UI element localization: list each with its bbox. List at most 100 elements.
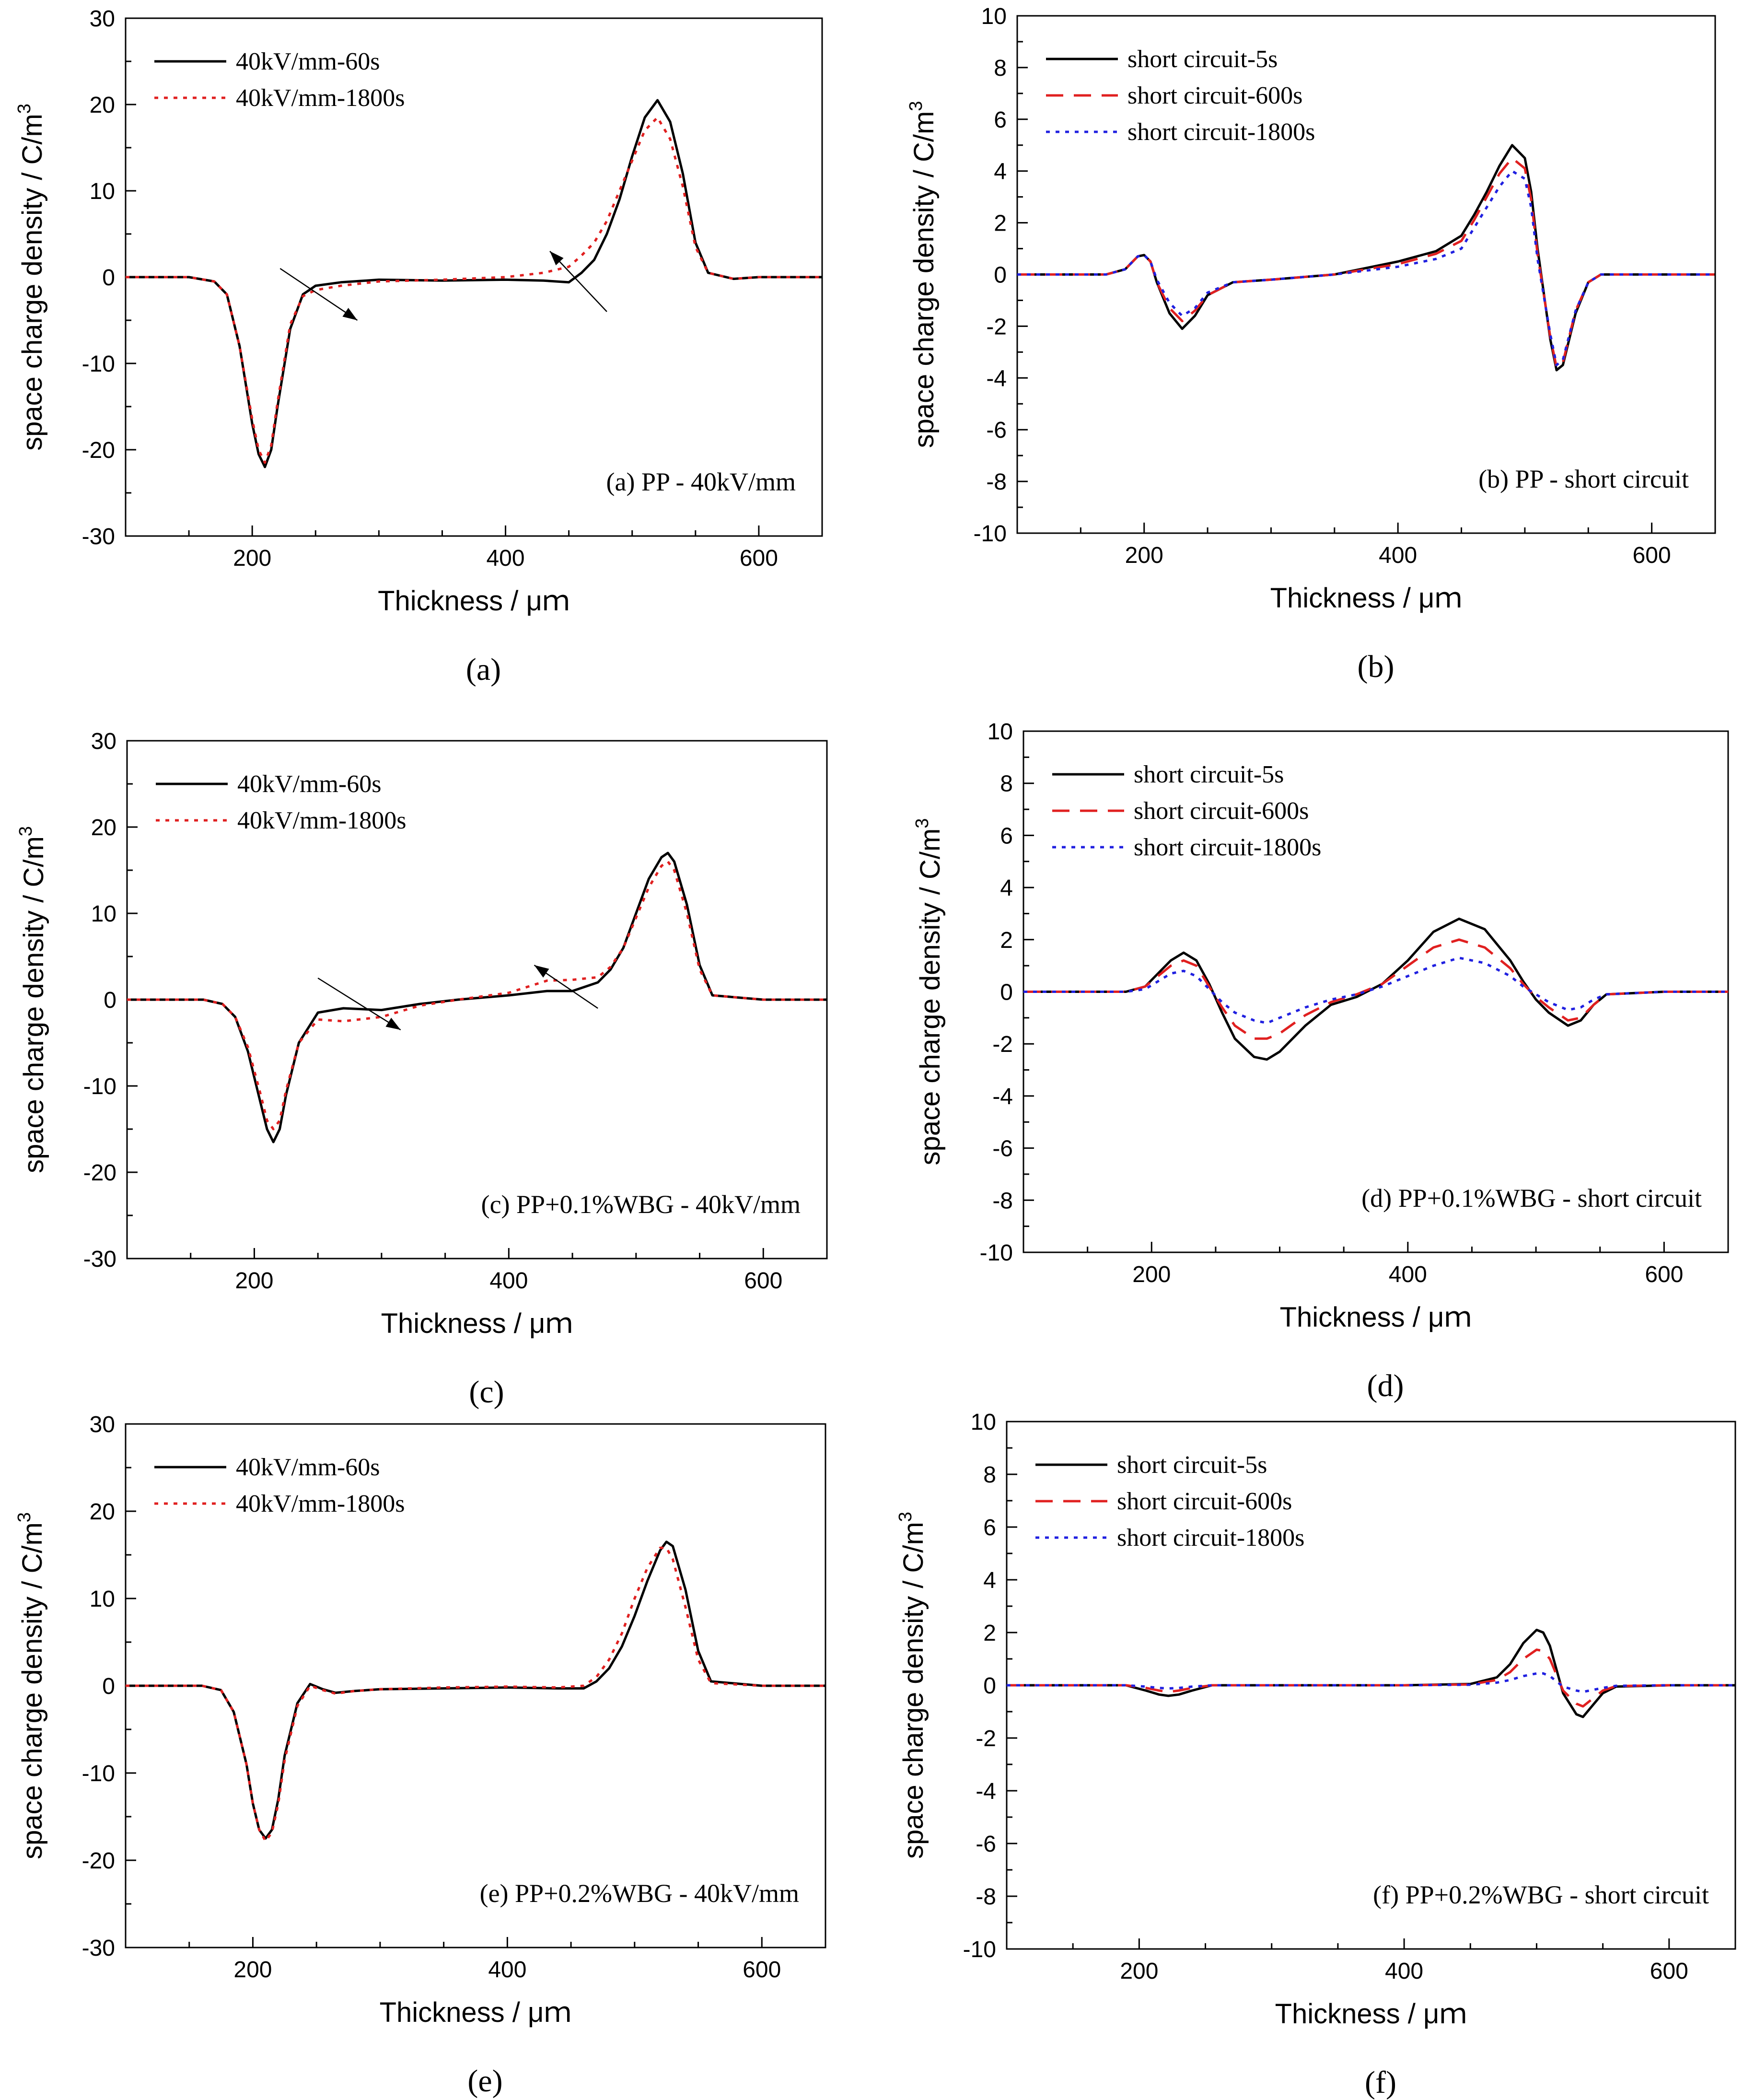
y-tick-label: 6 bbox=[1000, 823, 1013, 849]
plot-frame bbox=[125, 17, 823, 537]
legend-entry: 40kV/mm-1800s bbox=[236, 84, 405, 112]
y-axis-label: space charge density / C/m3 bbox=[16, 826, 49, 1173]
series-line-1 bbox=[126, 1540, 825, 1840]
x-tick-label: 600 bbox=[743, 1957, 781, 1983]
y-tick-label: -8 bbox=[976, 1884, 996, 1910]
x-tick-label: 200 bbox=[1125, 543, 1163, 568]
y-tick-label: -8 bbox=[992, 1188, 1013, 1213]
x-tick-label: 600 bbox=[1645, 1262, 1683, 1287]
chart-panel-d: 200 400 600 -10 -8 -6 -4 -2 0 2 4 6 8 10 Thickness / μ… bbox=[912, 719, 1729, 1403]
chart-panel-c: 200 400 600 -30 -20 -10 0 10 20 30 Thickness / μｍ s… bbox=[16, 729, 828, 1410]
series-line-3 bbox=[1023, 957, 1728, 1025]
y-tick-label: -4 bbox=[986, 366, 1007, 391]
chart-panel-a: 200 400 600 -30 -20 -10 0 10 20 30 Thickness / μｍ s… bbox=[14, 6, 823, 687]
x-tick-label: 400 bbox=[1385, 1959, 1423, 1984]
y-tick-label: 0 bbox=[104, 988, 116, 1013]
y-tick-label: 30 bbox=[90, 1412, 115, 1437]
plot-frame bbox=[126, 740, 828, 1260]
legend: 40kV/mm-60s 40kV/mm-1800s bbox=[156, 770, 406, 834]
legend-entry: short circuit-600s bbox=[1127, 82, 1302, 109]
y-tick-label: 8 bbox=[994, 56, 1007, 81]
series-line-3 bbox=[1017, 170, 1715, 366]
y-tick-label: 8 bbox=[983, 1462, 996, 1488]
legend-entry: short circuit-1800s bbox=[1117, 1524, 1304, 1552]
y-axis-label-text: space charge density / C/m bbox=[908, 111, 940, 448]
y-tick-label: -6 bbox=[976, 1832, 996, 1857]
x-tick-label: 400 bbox=[1389, 1262, 1427, 1287]
trend-arrow-head bbox=[342, 308, 358, 320]
x-axis-label: Thickness / μｍ bbox=[381, 1308, 573, 1339]
y-tick-label: 8 bbox=[1000, 771, 1013, 797]
legend-entry: short circuit-5s bbox=[1117, 1451, 1267, 1479]
y-axis-label: space charge density / C/m3 bbox=[14, 1512, 48, 1859]
legend-entry: 40kV/mm-60s bbox=[236, 48, 380, 75]
series-line-1 bbox=[1023, 917, 1728, 1061]
panel-annotation: (f) PP+0.2%WBG - short circuit bbox=[1373, 1880, 1709, 1909]
x-tick-label: 200 bbox=[233, 1957, 272, 1983]
panel-caption: (f) bbox=[1365, 2065, 1396, 2100]
y-tick-label: 10 bbox=[90, 179, 115, 204]
y-tick-label: 6 bbox=[983, 1515, 996, 1540]
series-line-2 bbox=[1007, 1648, 1735, 1708]
x-tick-label: 400 bbox=[488, 1957, 526, 1983]
y-tick-label: -10 bbox=[83, 1074, 116, 1099]
x-tick-label: 400 bbox=[489, 1268, 528, 1294]
series-line-2 bbox=[126, 1546, 825, 1843]
legend-entry: short circuit-5s bbox=[1134, 761, 1284, 788]
series-line-1 bbox=[1007, 1629, 1735, 1718]
legend-entry: short circuit-600s bbox=[1134, 797, 1309, 825]
legend-entry: 40kV/mm-1800s bbox=[237, 807, 406, 834]
y-tick-label: 0 bbox=[102, 265, 115, 291]
legend-entry: 40kV/mm-1800s bbox=[236, 1490, 405, 1517]
legend-entry: short circuit-600s bbox=[1117, 1488, 1292, 1515]
panel-annotation: (e) PP+0.2%WBG - 40kV/mm bbox=[480, 1879, 799, 1908]
legend-entry: short circuit-5s bbox=[1127, 46, 1278, 73]
panel-caption: (d) bbox=[1367, 1368, 1404, 1403]
x-axis-label: Thickness / μｍ bbox=[1275, 1998, 1467, 2030]
y-tick-label: -20 bbox=[82, 1848, 115, 1874]
y-tick-label: -10 bbox=[82, 351, 115, 377]
series-line-3 bbox=[1007, 1672, 1735, 1693]
y-axis-label-superscript: 3 bbox=[906, 101, 926, 111]
y-tick-label: -4 bbox=[976, 1779, 996, 1804]
legend: short circuit-5s short circuit-600s short … bbox=[1046, 46, 1315, 146]
chart-panel-b: 200 400 600 -10 -8 -6 -4 -2 0 2 4 6 8 10 Thickness / μ… bbox=[906, 4, 1716, 684]
y-tick-label: 20 bbox=[90, 93, 115, 118]
plot-frame bbox=[125, 1423, 826, 1948]
y-axis-label-superscript: 3 bbox=[895, 1512, 916, 1522]
y-axis-label: space charge density / C/m3 bbox=[912, 818, 946, 1166]
y-tick-label: 0 bbox=[1000, 980, 1013, 1005]
y-tick-label: 4 bbox=[983, 1568, 996, 1593]
y-tick-label: -2 bbox=[992, 1032, 1013, 1057]
y-tick-label: 20 bbox=[90, 1499, 115, 1525]
y-axis-label-superscript: 3 bbox=[14, 1512, 35, 1522]
y-tick-label: 4 bbox=[994, 159, 1007, 185]
panel-caption: (c) bbox=[469, 1375, 504, 1410]
y-tick-label: 30 bbox=[91, 729, 116, 754]
y-tick-label: -30 bbox=[82, 1936, 115, 1961]
y-tick-label: -30 bbox=[83, 1247, 116, 1272]
y-tick-label: 0 bbox=[994, 263, 1007, 288]
y-tick-label: -8 bbox=[986, 469, 1007, 495]
x-tick-label: 200 bbox=[1132, 1262, 1171, 1287]
x-tick-label: 400 bbox=[1379, 543, 1417, 568]
panel-annotation: (c) PP+0.1%WBG - 40kV/mm bbox=[481, 1190, 801, 1219]
y-tick-label: 10 bbox=[971, 1410, 996, 1435]
trend-arrow-head bbox=[550, 251, 564, 266]
y-tick-label: 30 bbox=[90, 6, 115, 32]
y-tick-label: 20 bbox=[91, 815, 116, 840]
legend-entry: short circuit-1800s bbox=[1134, 834, 1321, 861]
x-axis-label: Thickness / μｍ bbox=[1280, 1302, 1472, 1333]
y-axis-label-text: space charge density / C/m bbox=[18, 836, 49, 1173]
y-tick-label: -4 bbox=[992, 1084, 1013, 1109]
y-axis-label-text: space charge density / C/m bbox=[17, 1522, 48, 1859]
x-tick-label: 200 bbox=[1120, 1959, 1158, 1984]
panel-caption: (e) bbox=[467, 2064, 502, 2099]
x-axis-label: Thickness / μｍ bbox=[378, 585, 570, 617]
legend: 40kV/mm-60s 40kV/mm-1800s bbox=[154, 1454, 405, 1517]
legend: short circuit-5s short circuit-600s short … bbox=[1035, 1451, 1304, 1552]
trend-arrow-head bbox=[385, 1017, 401, 1030]
y-tick-label: 10 bbox=[988, 719, 1013, 745]
y-tick-label: 10 bbox=[90, 1587, 115, 1612]
